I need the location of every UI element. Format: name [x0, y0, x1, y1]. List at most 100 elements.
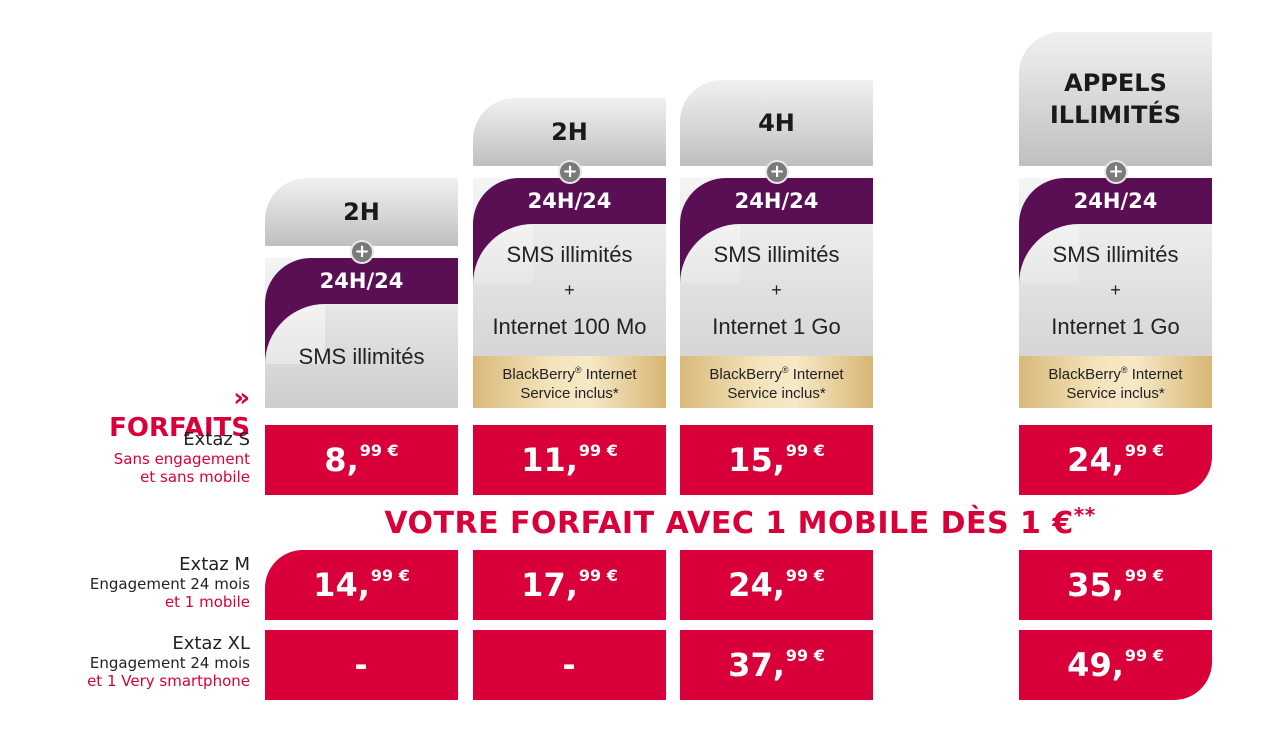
col1-curve	[265, 304, 325, 364]
row-extaz-m-label: Extaz M Engagement 24 mois et 1 mobile	[10, 554, 250, 612]
price-m-col1: 14, 99 €	[265, 550, 458, 620]
bb-brand: BlackBerry	[1048, 366, 1121, 383]
price-xl-col1: -	[265, 630, 458, 700]
price-int: 14,	[313, 566, 370, 604]
col1-hours-label: 24H/24	[319, 269, 404, 293]
price-int: 8,	[324, 441, 359, 479]
col4-feature-2: Internet 1 Go	[1051, 314, 1180, 339]
price-int: 15,	[728, 441, 785, 479]
col2-hours: 24H/24	[473, 178, 666, 224]
col4-tab: APPELS ILLIMITÉS	[1019, 32, 1212, 166]
bb-service: Service inclus*	[520, 385, 619, 402]
price-xl-col3: 37, 99 €	[680, 630, 873, 700]
col3-card: 24H/24 SMS illimités + Internet 1 Go Bla…	[680, 178, 873, 408]
mobile-offer-banner: VOTRE FORFAIT AVEC 1 MOBILE DÈS 1 €**	[300, 503, 1180, 541]
price-int: 35,	[1067, 566, 1124, 604]
price-int: 37,	[728, 646, 785, 684]
col4-card: 24H/24 SMS illimités + Internet 1 Go Bla…	[1019, 178, 1212, 408]
price-s-col2: 11, 99 €	[473, 425, 666, 495]
row-extaz-xl-sub2: et 1 Very smartphone	[87, 672, 250, 690]
bb-brand: BlackBerry	[709, 366, 782, 383]
row-extaz-m-name: Extaz M	[179, 554, 250, 575]
row-extaz-xl-sub1: Engagement 24 mois	[89, 654, 250, 672]
price-int: 24,	[1067, 441, 1124, 479]
col4-plus-icon: +	[1106, 162, 1126, 182]
col4-feature-1: SMS illimités	[1052, 242, 1179, 267]
col2-plus-icon: +	[560, 162, 580, 182]
col4-tab-line1: APPELS	[1064, 69, 1167, 97]
forfaits-heading: » FORFAITS	[109, 383, 250, 443]
price-dec: 99 €	[1124, 645, 1164, 665]
col3-plus-icon: +	[767, 162, 787, 182]
col2-feature-2: Internet 100 Mo	[492, 314, 647, 339]
price-dec: 99 €	[370, 565, 410, 585]
price-xl-col2: -	[473, 630, 666, 700]
price-m-col2: 17, 99 €	[473, 550, 666, 620]
price-int: 49,	[1067, 646, 1124, 684]
col3-blackberry: BlackBerry® Internet Service inclus*	[680, 356, 873, 408]
price-s-col3: 15, 99 €	[680, 425, 873, 495]
row-extaz-s-sub1: Sans engagement	[113, 450, 250, 468]
price-int: 17,	[521, 566, 578, 604]
row-extaz-m-sub1: Engagement 24 mois	[89, 575, 250, 593]
col1-feature-1: SMS illimités	[298, 344, 425, 369]
price-dec: 99 €	[578, 440, 618, 460]
bb-internet: Internet	[788, 366, 844, 383]
bb-brand: BlackBerry	[502, 366, 575, 383]
price-dec: 99 €	[1124, 565, 1164, 585]
bb-service: Service inclus*	[1066, 385, 1165, 402]
row-extaz-m-sub2: et 1 mobile	[164, 593, 250, 611]
col3-hours: 24H/24	[680, 178, 873, 224]
col3-feature-1: SMS illimités	[713, 242, 840, 267]
price-int: 24,	[728, 566, 785, 604]
col4-blackberry: BlackBerry® Internet Service inclus*	[1019, 356, 1212, 408]
col2-feature-plus: +	[564, 280, 575, 300]
bb-reg: ®	[1120, 365, 1128, 375]
price-dec: 99 €	[359, 440, 399, 460]
price-xl-col4: 49, 99 €	[1019, 630, 1212, 700]
price-dec: 99 €	[1124, 440, 1164, 460]
price-dec: 99 €	[785, 565, 825, 585]
col4-hours-label: 24H/24	[1073, 189, 1158, 213]
col1-plus-icon: +	[352, 242, 372, 262]
price-dec: 99 €	[785, 440, 825, 460]
col1-tab: 2H	[265, 178, 458, 246]
price-int: -	[562, 646, 576, 684]
col2-tab: 2H	[473, 98, 666, 166]
bb-internet: Internet	[1127, 366, 1183, 383]
col2-blackberry: BlackBerry® Internet Service inclus*	[473, 356, 666, 408]
col4-feature-plus: +	[1110, 280, 1121, 300]
col2-curve	[473, 224, 533, 284]
col3-hours-label: 24H/24	[734, 189, 819, 213]
col2-card: 24H/24 SMS illimités + Internet 100 Mo B…	[473, 178, 666, 408]
banner-text: VOTRE FORFAIT AVEC 1 MOBILE DÈS 1 €	[384, 506, 1074, 541]
col3-curve	[680, 224, 740, 284]
bb-reg: ®	[781, 365, 789, 375]
row-extaz-s-label: Extaz S Sans engagement et sans mobile	[10, 429, 250, 487]
col4-tab-line2: ILLIMITÉS	[1049, 101, 1182, 129]
col3-tab-label: 4H	[758, 109, 795, 137]
col3-feature-plus: +	[771, 280, 782, 300]
price-s-col1: 8, 99 €	[265, 425, 458, 495]
col4-curve	[1019, 224, 1079, 284]
row-extaz-s-name: Extaz S	[183, 429, 250, 450]
price-dec: 99 €	[578, 565, 618, 585]
price-m-col4: 35, 99 €	[1019, 550, 1212, 620]
price-s-col4: 24, 99 €	[1019, 425, 1212, 495]
col3-tab: 4H	[680, 80, 873, 166]
col2-tab-label: 2H	[551, 118, 588, 146]
col1-card: 24H/24 SMS illimités	[265, 258, 458, 408]
price-m-col3: 24, 99 €	[680, 550, 873, 620]
col2-hours-label: 24H/24	[527, 189, 612, 213]
bb-service: Service inclus*	[727, 385, 826, 402]
price-dec: 99 €	[785, 645, 825, 665]
col3-feature-2: Internet 1 Go	[712, 314, 841, 339]
bb-internet: Internet	[581, 366, 637, 383]
col2-feature-1: SMS illimités	[506, 242, 633, 267]
price-int: -	[354, 646, 368, 684]
row-extaz-xl-name: Extaz XL	[172, 633, 250, 654]
col4-hours: 24H/24	[1019, 178, 1212, 224]
banner-footnote-mark: **	[1073, 503, 1096, 527]
row-extaz-xl-label: Extaz XL Engagement 24 mois et 1 Very sm…	[10, 633, 250, 691]
row-extaz-s-sub2: et sans mobile	[140, 468, 250, 486]
